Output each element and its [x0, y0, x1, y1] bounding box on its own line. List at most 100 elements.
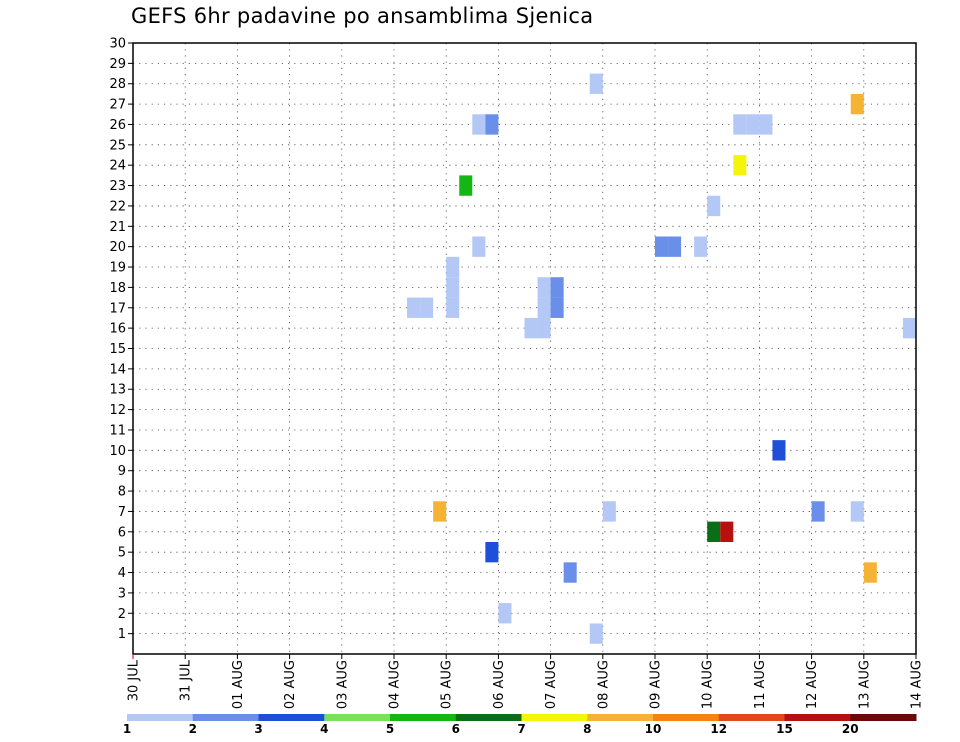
legend-swatch [718, 714, 785, 721]
y-tick-label: 15 [109, 342, 126, 357]
y-tick-label: 19 [109, 261, 126, 276]
precip-cell [459, 175, 473, 196]
legend-label: 6 [452, 722, 460, 736]
legend-swatch [521, 714, 588, 721]
y-tick-label: 2 [118, 607, 126, 622]
precip-cell [446, 277, 460, 298]
precip-cell [902, 317, 916, 339]
precip-cell [407, 297, 421, 318]
legend-label: 12 [710, 722, 727, 736]
y-tick-label: 16 [109, 322, 126, 337]
precip-cell [772, 440, 786, 461]
precip-cell [537, 277, 551, 298]
y-tick-label: 11 [109, 423, 126, 438]
legend-swatch [324, 714, 391, 721]
precip-cell [602, 501, 616, 522]
legend-swatch [258, 714, 325, 721]
color-legend: 1 2 3 4 5 6 7 8 10 12 15 20 [123, 714, 917, 736]
precip-cell [420, 297, 434, 318]
precip-cell [746, 114, 760, 135]
precip-cell [498, 603, 512, 624]
legend-label: 1 [123, 722, 131, 736]
x-tick-label: 03 AUG [335, 660, 350, 709]
x-tick-label: 31 JUL [179, 659, 194, 701]
y-axis: 1234567891011121314151617181920212223242… [109, 37, 133, 642]
y-tick-label: 23 [109, 179, 126, 194]
grid-lines [133, 42, 916, 654]
y-tick-label: 18 [109, 281, 126, 296]
y-tick-label: 5 [118, 546, 126, 561]
y-tick-label: 27 [109, 98, 126, 113]
y-tick-label: 21 [109, 220, 126, 235]
x-axis: 30 JUL 31 JUL 01 AUG 02 AUG 03 AUG 04 AUG 05 A… [127, 654, 925, 709]
precip-cell [433, 501, 447, 522]
legend-swatch [784, 714, 851, 721]
x-tick-label: 30 JUL [127, 659, 142, 701]
legend-label: 15 [776, 722, 793, 736]
x-tick-label: 05 AUG [440, 660, 455, 709]
x-tick-label: 10 AUG [701, 660, 716, 709]
x-tick-label: 02 AUG [283, 660, 298, 709]
precip-cell [446, 297, 460, 318]
y-tick-label: 26 [109, 118, 126, 133]
x-tick-label: 01 AUG [231, 660, 246, 709]
precip-cell [589, 623, 603, 644]
x-tick-label: 06 AUG [492, 660, 507, 709]
y-tick-label: 3 [118, 586, 126, 601]
y-tick-label: 24 [109, 159, 126, 174]
y-tick-label: 10 [109, 444, 126, 459]
precip-cell [863, 562, 877, 583]
x-tick-label: 04 AUG [388, 660, 403, 709]
y-tick-label: 17 [109, 301, 126, 316]
y-tick-label: 9 [118, 464, 126, 479]
precip-cell [668, 236, 682, 257]
x-tick-label: 09 AUG [649, 660, 664, 709]
precip-cell [550, 297, 564, 318]
y-tick-label: 4 [118, 566, 126, 581]
y-tick-label: 12 [109, 403, 126, 418]
y-tick-label: 29 [109, 57, 126, 72]
precip-cell [550, 277, 564, 298]
y-tick-label: 30 [109, 37, 126, 52]
precip-cell [472, 114, 486, 135]
precip-cell [472, 236, 486, 257]
precip-cell [850, 93, 864, 115]
y-tick-label: 8 [118, 485, 126, 500]
legend-swatch [455, 714, 522, 721]
precip-cell [446, 256, 460, 278]
y-tick-label: 13 [109, 383, 126, 398]
legend-label: 5 [386, 722, 394, 736]
precip-cell [537, 297, 551, 318]
precip-cell [720, 521, 734, 542]
y-tick-label: 7 [118, 505, 126, 520]
x-tick-label: 11 AUG [753, 660, 768, 709]
x-tick-label: 13 AUG [857, 660, 872, 709]
legend-label: 10 [645, 722, 662, 736]
x-tick-label: 08 AUG [596, 660, 611, 709]
legend-label: 3 [254, 722, 262, 736]
y-tick-label: 1 [118, 627, 126, 642]
precip-cell [589, 73, 603, 94]
y-tick-label: 14 [109, 362, 126, 377]
precip-cell [694, 236, 708, 257]
precip-cell [485, 541, 499, 563]
legend-swatch [653, 714, 720, 721]
legend-swatch [192, 714, 259, 721]
precip-cell [655, 236, 669, 257]
precipitation-cells [407, 73, 916, 644]
y-tick-label: 20 [109, 240, 126, 255]
precip-cell [563, 562, 577, 583]
legend-swatch [390, 714, 457, 721]
y-tick-label: 6 [118, 525, 126, 540]
chart-title: GEFS 6hr padavine po ansamblima Sjenica [131, 4, 594, 28]
precip-cell [759, 114, 773, 135]
precip-cell [707, 195, 721, 217]
y-tick-label: 22 [109, 199, 126, 214]
precip-cell [733, 114, 747, 135]
precip-cell [850, 501, 864, 522]
legend-label: 7 [517, 722, 525, 736]
precip-cell [485, 114, 499, 135]
x-tick-label: 12 AUG [805, 660, 820, 709]
precip-cell [811, 501, 825, 522]
